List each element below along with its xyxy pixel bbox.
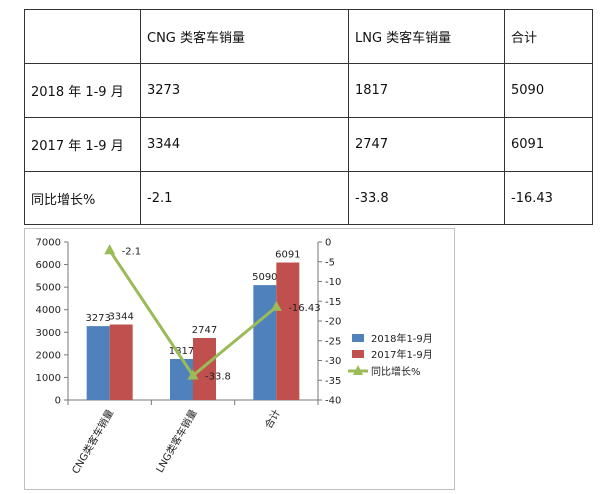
y-right-tick-label: 0 [325,238,331,249]
y-left-tick-label: 2000 [36,350,61,361]
bar [86,326,110,400]
growth-point-marker [270,300,282,311]
y-left-tick-label: 3000 [36,328,61,339]
y-right-tick-label: -35 [325,376,341,387]
y-left-tick-label: 7000 [36,238,61,249]
chart-frame [24,228,455,490]
y-right-tick-label: -30 [325,356,341,367]
bar [193,337,216,400]
bar-data-label: 5090 [252,272,277,283]
y-right-tick-label: -20 [325,317,341,328]
table-cell: -16.43 [504,171,593,225]
y-left-tick-label: 5000 [36,283,61,294]
y-right-tick-label: -10 [325,277,341,288]
legend-label: 2017年1-9月 [371,348,433,361]
table-cell: 2747 [348,117,505,172]
legend-label: 2018年1-9月 [371,332,433,345]
line-data-label: -33.8 [205,372,231,383]
bar [253,285,277,400]
y-right-tick-label: -40 [325,396,341,407]
legend-swatch [352,350,364,358]
table-cell: 6091 [504,117,593,172]
y-left-tick-label: 0 [55,396,61,407]
table-cell: 5090 [504,63,593,118]
table-header-cell [24,9,141,64]
table-cell: -33.8 [348,171,505,225]
bar-data-label: 1817 [169,346,194,357]
x-category-label: CNG类客车销量 [69,407,116,476]
table-row: 2018 年 1-9 月 3273 1817 5090 [24,63,593,118]
bar-data-label: 3344 [108,312,133,323]
sales-table: CNG 类客车销量 LNG 类客车销量 合计 2018 年 1-9 月 3273… [24,9,593,225]
x-category-label: 合计 [262,407,283,431]
growth-point-marker [104,244,116,255]
table-cell: 3344 [140,117,349,172]
bar-data-label: 3273 [85,313,110,324]
bar [109,324,133,400]
table-row: 同比增长% -2.1 -33.8 -16.43 [24,171,593,225]
x-category-label: LNG类客车销量 [153,407,200,475]
legend-marker [353,365,363,375]
table-row: 2017 年 1-9 月 3344 2747 6091 [24,117,593,172]
bar [276,262,300,400]
table-header-cell: 合计 [504,9,593,64]
table-cell: 1817 [348,63,505,118]
y-right-tick-label: -15 [325,297,341,308]
y-right-tick-label: -25 [325,336,341,347]
bar-data-label: 2747 [192,325,217,336]
y-left-tick-label: 1000 [36,373,61,384]
legend-swatch [352,334,364,342]
table-cell: 同比增长% [24,171,141,225]
y-left-tick-label: 6000 [36,260,61,271]
line-data-label: -2.1 [122,246,142,257]
growth-point-marker [187,369,199,380]
y-right-tick-label: -5 [325,257,335,268]
y-left-tick-label: 4000 [36,305,61,316]
legend-label: 同比增长% [371,365,421,378]
line-data-label: -16.43 [288,303,320,314]
table-cell: -2.1 [140,171,349,225]
bar-data-label: 6091 [275,250,300,261]
